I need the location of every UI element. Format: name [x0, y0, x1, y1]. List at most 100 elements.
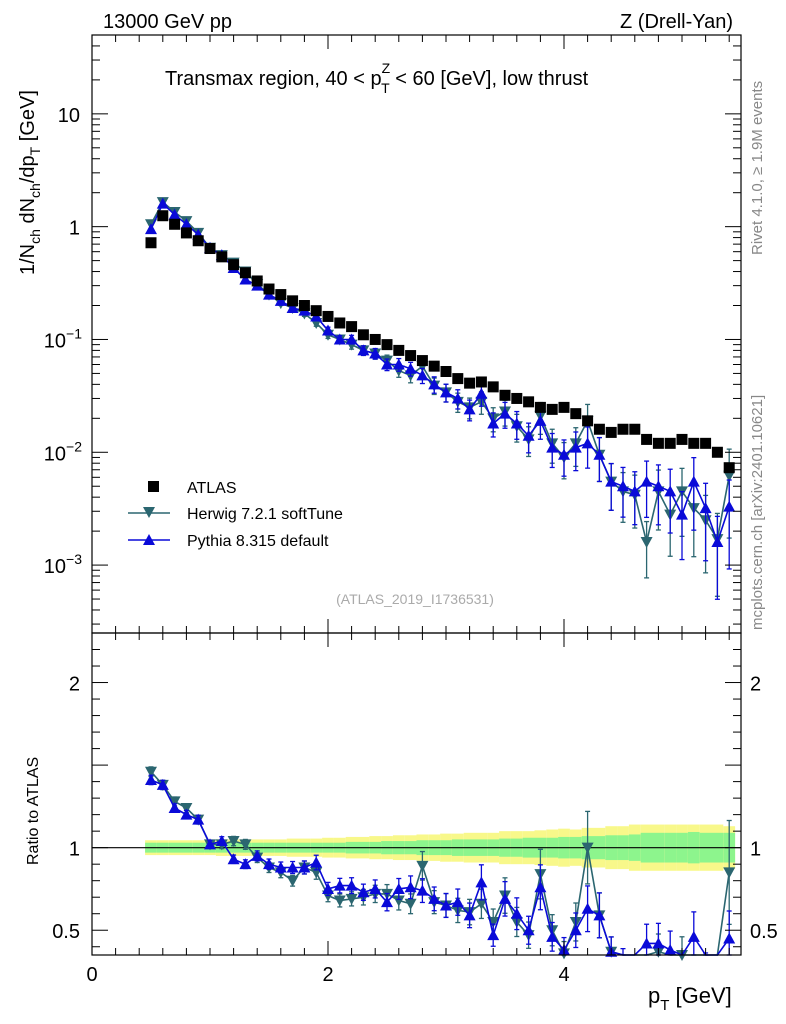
pythia-ratio-marker [546, 930, 559, 942]
pythia-marker [274, 294, 287, 306]
atlas-marker [629, 423, 641, 435]
pythia-ratio-marker [381, 896, 393, 908]
atlas-marker [546, 403, 558, 415]
pythia-marker [664, 485, 677, 497]
x-tick-label: 4 [558, 964, 569, 986]
pythia-ratio-marker [239, 858, 252, 870]
pythia-ratio-marker [534, 881, 547, 893]
x-tick-label: 2 [322, 964, 333, 986]
pythia-ratio-marker [723, 932, 736, 944]
herwig-ratio-marker [392, 895, 405, 907]
atlas-marker [582, 415, 594, 427]
ratio-y-tick-label: 2 [69, 674, 80, 696]
pythia-marker [699, 502, 712, 514]
pythia-marker [711, 536, 724, 548]
atlas-marker [298, 300, 310, 312]
pythia-ratio-marker [263, 858, 275, 870]
atlas-marker [641, 433, 653, 445]
pythia-marker [499, 407, 511, 419]
x-axis-label: pT [GeV] [648, 983, 732, 1014]
herwig-ratio-marker [168, 796, 181, 808]
pythia-ratio-marker [404, 881, 417, 893]
herwig-ratio-marker [145, 766, 157, 778]
y-tick-label: 10−1 [44, 325, 82, 352]
x-tick-label: 0 [86, 964, 97, 986]
atlas-marker [676, 433, 688, 445]
atlas-marker [428, 360, 440, 372]
y-tick-label: 1 [69, 218, 80, 240]
ratio-y-tick-label-right: 2 [750, 674, 761, 696]
atlas-marker [393, 344, 405, 356]
atlas-marker [440, 366, 452, 378]
atlas-marker [369, 333, 381, 345]
y-tick-label: 10−3 [44, 551, 82, 578]
atlas-marker [605, 426, 617, 438]
atlas-marker [723, 462, 735, 474]
pythia-ratio-marker [522, 924, 535, 936]
herwig-line [150, 200, 730, 543]
atlas-marker [287, 295, 299, 307]
pythia-marker [168, 208, 181, 220]
pythia-marker [510, 417, 523, 429]
legend-label-atlas: ATLAS [187, 480, 237, 497]
pythia-marker [475, 387, 488, 399]
pythia-marker [345, 333, 358, 345]
atlas-marker [487, 381, 499, 393]
herwig-ratio-marker [404, 898, 417, 910]
herwig-marker [640, 537, 653, 549]
atlas-marker [239, 267, 251, 279]
pythia-ratio-marker [156, 778, 169, 790]
herwig-ratio-marker [581, 842, 594, 854]
atlas-marker [310, 305, 322, 317]
atlas-marker [228, 259, 240, 271]
atlas-marker [251, 275, 263, 287]
ratio-plot-series [145, 766, 736, 961]
legend-marker-pythia [143, 534, 155, 545]
pythia-ratio-marker [168, 802, 181, 814]
atlas-marker [322, 310, 334, 322]
pythia-ratio-marker [664, 944, 677, 956]
legend-label-pythia: Pythia 8.315 default [187, 533, 329, 550]
pythia-ratio-marker [392, 882, 405, 894]
atlas-marker [452, 373, 464, 385]
pythia-marker [392, 358, 405, 370]
atlas-marker [617, 423, 629, 435]
atlas-marker [334, 317, 346, 329]
pythia-ratio-marker [357, 886, 370, 898]
pythia-ratio-marker [487, 929, 500, 941]
herwig-ratio-marker [239, 839, 252, 851]
pythia-marker [286, 302, 299, 314]
herwig-ratio-marker [286, 875, 299, 887]
ratio-y-tick-label-right: 1 [750, 839, 761, 861]
atlas-marker [381, 339, 393, 351]
pythia-ratio-marker [286, 861, 299, 873]
y-tick-label: 10 [58, 105, 80, 127]
atlas-marker [652, 437, 664, 449]
atlas-marker [169, 218, 181, 230]
herwig-ratio-marker [475, 898, 488, 910]
atlas-marker [534, 401, 546, 413]
pythia-marker [581, 437, 594, 449]
pythia-ratio-marker [451, 896, 464, 908]
atlas-marker [688, 437, 700, 449]
pythia-marker [687, 475, 700, 487]
pythia-ratio-marker [369, 882, 382, 894]
pythia-marker [322, 324, 334, 336]
pythia-ratio-marker [192, 813, 205, 825]
pythia-marker [652, 480, 665, 492]
pythia-marker [640, 475, 653, 487]
atlas-marker [511, 392, 523, 404]
pythia-marker [628, 485, 641, 497]
pythia-ratio-marker [333, 879, 346, 891]
legend-marker-herwig [143, 507, 155, 518]
atlas-marker [700, 437, 712, 449]
pythia-ratio-marker [180, 808, 193, 820]
legend: ATLAS Herwig 7.2.1 softTune Pythia 8.315… [128, 480, 343, 550]
pythia-marker [239, 273, 252, 285]
pythia-marker [369, 347, 382, 359]
pythia-ratio-marker [569, 924, 582, 936]
pythia-ratio-marker [322, 882, 334, 894]
pythia-marker [522, 429, 535, 441]
pythia-marker [428, 378, 441, 390]
